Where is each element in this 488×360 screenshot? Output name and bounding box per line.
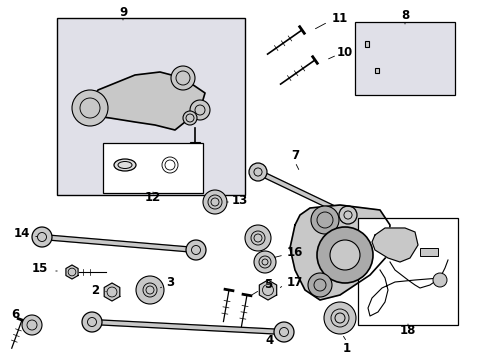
Circle shape: [190, 100, 209, 120]
Circle shape: [136, 276, 163, 304]
Circle shape: [171, 66, 195, 90]
Circle shape: [310, 206, 338, 234]
Text: 18: 18: [399, 324, 415, 337]
Bar: [103, 143, 203, 193]
Bar: [364, 41, 368, 47]
Bar: [68, 269, 72, 275]
Circle shape: [253, 251, 275, 273]
Text: 3: 3: [165, 275, 174, 288]
Circle shape: [432, 273, 446, 287]
Circle shape: [155, 150, 184, 180]
Circle shape: [324, 302, 355, 334]
Circle shape: [185, 240, 205, 260]
Circle shape: [72, 90, 108, 126]
Circle shape: [84, 102, 96, 114]
Text: 15: 15: [32, 262, 48, 275]
Circle shape: [32, 227, 52, 247]
Circle shape: [307, 273, 331, 297]
Circle shape: [248, 163, 266, 181]
Text: 6: 6: [11, 309, 19, 321]
Text: 9: 9: [119, 5, 127, 18]
Bar: [354, 22, 454, 95]
Circle shape: [203, 190, 226, 214]
Polygon shape: [92, 320, 284, 334]
Polygon shape: [90, 72, 204, 130]
Text: 10: 10: [336, 45, 352, 59]
Circle shape: [183, 111, 197, 125]
Circle shape: [82, 312, 102, 332]
Text: 5: 5: [264, 279, 271, 292]
Bar: [190, 142, 200, 148]
Circle shape: [244, 225, 270, 251]
Polygon shape: [371, 228, 417, 262]
Text: 16: 16: [286, 246, 303, 258]
Text: 14: 14: [14, 226, 30, 239]
Text: 1: 1: [342, 342, 350, 355]
Polygon shape: [104, 283, 120, 301]
Text: 7: 7: [290, 149, 299, 162]
Bar: [419, 248, 437, 256]
Polygon shape: [256, 170, 348, 217]
Bar: [357, 218, 457, 325]
Text: 17: 17: [286, 275, 303, 288]
Circle shape: [273, 322, 293, 342]
Ellipse shape: [114, 159, 136, 171]
Circle shape: [338, 206, 356, 224]
Bar: [57, 18, 244, 195]
Bar: [374, 68, 378, 72]
Text: 11: 11: [331, 12, 347, 24]
Text: 4: 4: [265, 333, 274, 346]
Circle shape: [22, 315, 42, 335]
Polygon shape: [259, 280, 276, 300]
Circle shape: [316, 227, 372, 283]
Text: 8: 8: [400, 9, 408, 22]
Polygon shape: [41, 234, 196, 252]
Text: 13: 13: [231, 194, 247, 207]
Polygon shape: [66, 265, 78, 279]
Text: 12: 12: [144, 190, 161, 203]
Circle shape: [329, 240, 359, 270]
Polygon shape: [289, 205, 389, 300]
Text: 2: 2: [91, 284, 99, 297]
